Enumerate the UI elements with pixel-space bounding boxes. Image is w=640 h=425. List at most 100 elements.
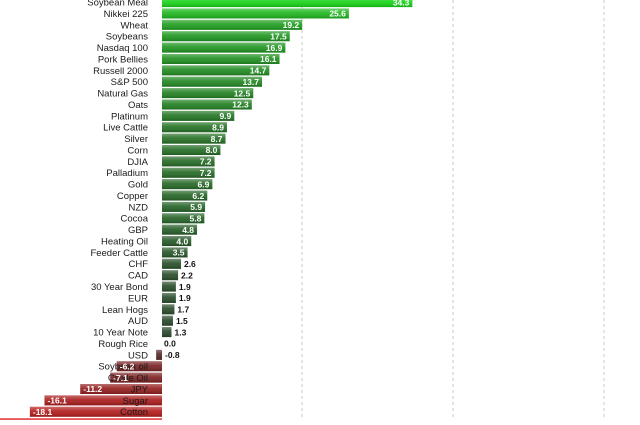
category-label-11: Live Cattle: [103, 123, 148, 134]
value-label-11: 8.9: [212, 122, 224, 132]
category-label-18: NZD: [128, 202, 148, 213]
category-label-27: Lean Hogs: [102, 305, 148, 316]
category-label-29: 10 Year Note: [93, 328, 148, 339]
bar-shading-11: [162, 122, 227, 133]
category-label-31: USD: [128, 350, 148, 361]
bar-shading-34: [80, 384, 162, 395]
category-label-15: Palladium: [106, 168, 148, 179]
value-label-36: -18.1: [33, 407, 53, 417]
category-label-7: S&P 500: [111, 77, 148, 88]
value-label-28: 1.5: [176, 316, 188, 326]
value-label-6: 14.7: [250, 66, 267, 76]
category-label-30: Rough Rice: [98, 339, 148, 350]
bar-shading-21: [162, 236, 192, 247]
value-label-9: 12.3: [232, 100, 249, 110]
bar-shading-20: [162, 224, 198, 235]
value-label-29: 1.3: [174, 327, 186, 337]
bar-shading-18: [162, 201, 206, 212]
value-label-24: 2.2: [181, 270, 193, 280]
bar-shading-36: [29, 406, 163, 417]
category-label-22: Feeder Cattle: [90, 248, 148, 259]
bar-shading-27: [162, 304, 175, 315]
bar-shading-10: [162, 110, 235, 121]
category-label-33: Crude Oil: [108, 373, 148, 384]
bar-shading-3: [162, 31, 290, 42]
value-label-1: 25.6: [329, 9, 346, 19]
bar-shading-26: [162, 292, 176, 303]
category-label-35: Sugar: [123, 396, 148, 407]
category-label-28: AUD: [128, 316, 148, 327]
category-label-5: Pork Bellies: [98, 54, 148, 65]
value-label-3: 17.5: [270, 31, 287, 41]
bar-shading-31: [156, 349, 162, 360]
bar-shading-25: [162, 281, 176, 292]
value-label-7: 13.7: [242, 77, 259, 87]
category-label-14: DJIA: [127, 157, 148, 168]
category-label-21: Heating Oil: [101, 236, 148, 247]
value-label-18: 5.9: [190, 202, 202, 212]
value-label-33: -7.1: [113, 373, 128, 383]
grid-layer: [301, 0, 605, 420]
category-label-6: Russell 2000: [93, 66, 148, 77]
category-label-17: Copper: [117, 191, 148, 202]
category-label-16: Gold: [128, 180, 148, 191]
category-label-2: Wheat: [121, 20, 149, 31]
bar-shading-32: [116, 361, 162, 372]
bar-shading-22: [162, 247, 188, 258]
value-label-19: 5.8: [190, 214, 202, 224]
bar-shading-9: [162, 99, 252, 110]
bar-shading-33: [110, 372, 162, 383]
category-label-34: JPY: [131, 384, 149, 395]
bar-shading-17: [162, 190, 208, 201]
value-label-15: 7.2: [200, 168, 212, 178]
value-label-5: 16.1: [260, 54, 277, 64]
bar-shading-12: [162, 133, 226, 144]
value-label-14: 7.2: [200, 157, 212, 167]
category-label-0: Soybean Meal: [87, 0, 148, 8]
value-label-27: 1.7: [177, 305, 189, 315]
value-label-30: 0.0: [164, 339, 176, 349]
value-label-22: 3.5: [173, 248, 185, 258]
bar-shading-7: [162, 76, 263, 87]
bar-shading-0: [162, 0, 413, 8]
value-label-layer: 34.3 25.6 19.217.5 16.916.1 14.713.712.5 12.3…: [33, 0, 410, 417]
value-label-16: 6.9: [198, 179, 210, 189]
bar-shading-14: [162, 156, 215, 167]
category-label-24: CAD: [128, 271, 148, 282]
value-label-8: 12.5: [234, 88, 251, 98]
category-label-3: Soybeans: [106, 32, 149, 43]
bar-shading-35: [44, 395, 162, 406]
value-label-10: 9.9: [219, 111, 231, 121]
value-label-12: 8.7: [211, 134, 223, 144]
bar-shading-29: [162, 327, 172, 338]
bar-shading-2: [162, 19, 303, 30]
value-label-4: 16.9: [266, 43, 283, 53]
value-label-31: -0.8: [165, 350, 180, 360]
bar-shading-28: [162, 315, 173, 326]
value-label-13: 8.0: [206, 145, 218, 155]
category-label-20: GBP: [128, 225, 148, 236]
category-label-9: Oats: [128, 100, 148, 111]
category-label-19: Cocoa: [121, 214, 149, 225]
bar-shading-8: [162, 88, 254, 99]
category-label-10: Platinum: [111, 111, 148, 122]
category-label-23: CHF: [128, 259, 148, 270]
bar-shading-6: [162, 65, 270, 76]
category-label-12: Silver: [124, 134, 148, 145]
category-label-8: Natural Gas: [97, 89, 148, 100]
bar-shading-19: [162, 213, 205, 224]
bar-shading-1: [162, 8, 349, 19]
bar-shading-5: [162, 53, 280, 64]
category-label-13: Corn: [127, 145, 148, 156]
value-label-2: 19.2: [283, 20, 300, 30]
bar-shading-4: [162, 42, 286, 53]
value-label-34: -11.2: [83, 384, 102, 394]
value-label-20: 4.8: [182, 225, 194, 235]
value-label-26: 1.9: [179, 293, 191, 303]
category-label-25: 30 Year Bond: [91, 282, 148, 293]
value-label-21: 4.0: [176, 236, 188, 246]
value-label-0: 34.3: [393, 0, 410, 7]
value-label-25: 1.9: [179, 282, 191, 292]
